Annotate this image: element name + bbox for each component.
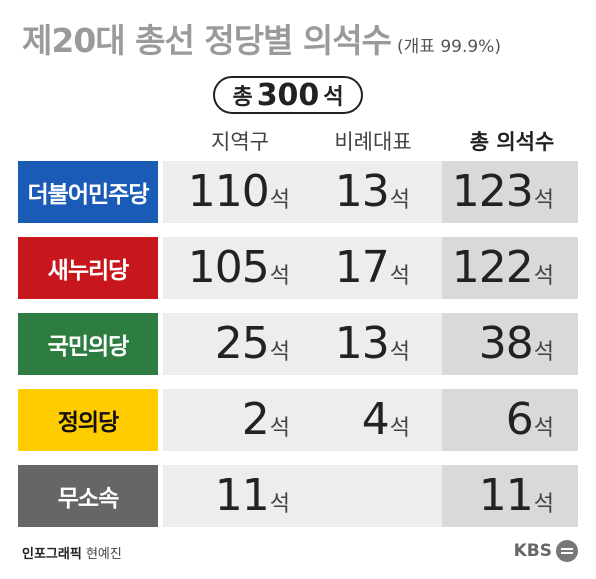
brand-logo: KBS (514, 540, 578, 562)
seat-value: 17 (334, 242, 390, 293)
seat-unit: 석 (269, 340, 290, 365)
total-seats: 123 석 (452, 161, 554, 223)
seat-value: 122 (451, 242, 534, 293)
proportional-seats: 17 석 (335, 237, 410, 299)
title-text: 제20대 총선 정당별 의석수 (22, 21, 392, 60)
table-row: 더불어민주당 110 석 13 석 123 석 (18, 161, 578, 223)
seat-value: 6 (505, 394, 534, 445)
seat-value: 11 (214, 470, 270, 521)
district-seats: 110 석 (188, 161, 290, 223)
total-unit: 석 (323, 85, 344, 110)
seat-unit: 석 (533, 264, 554, 289)
party-label: 새누리당 (18, 237, 158, 299)
seat-unit: 석 (389, 188, 410, 213)
seat-unit: 석 (269, 264, 290, 289)
total-label: 총 (232, 85, 253, 110)
credit: 인포그래픽 현예진 (22, 543, 122, 562)
total-column-background (442, 313, 578, 375)
party-label: 국민의당 (18, 313, 158, 375)
subtitle: (개표 99.9%) (397, 37, 501, 57)
seat-unit: 석 (389, 340, 410, 365)
credit-label: 인포그래픽 (22, 547, 82, 562)
proportional-seats: 13 석 (335, 161, 410, 223)
total-seats-badge: 총 300 석 (213, 76, 363, 114)
seat-unit: 석 (269, 416, 290, 441)
seat-value: 4 (361, 394, 390, 445)
brand-text: KBS (513, 541, 552, 561)
table-row: 정의당 2 석 4 석 6 석 (18, 389, 578, 451)
table-row: 국민의당 25 석 13 석 38 석 (18, 313, 578, 375)
total-column-background (442, 161, 578, 223)
column-header-district: 지역구 (211, 130, 269, 154)
seat-unit: 석 (389, 264, 410, 289)
seat-value: 123 (451, 166, 534, 217)
party-label: 더불어민주당 (18, 161, 158, 223)
seat-unit: 석 (389, 416, 410, 441)
total-column-background (442, 465, 578, 527)
chart-title: 제20대 총선 정당별 의석수 (개표 99.9%) (22, 14, 501, 62)
total-seats: 11 석 (479, 465, 554, 527)
total-column-background (442, 237, 578, 299)
proportional-seats: 13 석 (335, 313, 410, 375)
seat-value: 105 (187, 242, 270, 293)
seat-value: 2 (241, 394, 270, 445)
seat-unit: 석 (533, 416, 554, 441)
total-seats: 122 석 (452, 237, 554, 299)
seat-unit: 석 (533, 492, 554, 517)
total-column-background (442, 389, 578, 451)
seat-value: 13 (334, 166, 390, 217)
total-value: 300 (256, 77, 320, 113)
seat-value: 38 (478, 318, 534, 369)
district-seats: 11 석 (215, 465, 290, 527)
column-header-proportional: 비례대표 (334, 130, 412, 154)
seat-value: 13 (334, 318, 390, 369)
credit-name: 현예진 (85, 547, 122, 562)
kbs-logo-icon (556, 540, 578, 562)
district-seats: 105 석 (188, 237, 290, 299)
total-seats: 38 석 (479, 313, 554, 375)
seat-unit: 석 (269, 492, 290, 517)
seat-value: 25 (214, 318, 270, 369)
seat-unit: 석 (533, 188, 554, 213)
column-header-total: 총 의석수 (469, 130, 555, 154)
party-label: 정의당 (18, 389, 158, 451)
party-label: 무소속 (18, 465, 158, 527)
district-seats: 25 석 (215, 313, 290, 375)
table-row: 무소속 11 석 11 석 (18, 465, 578, 527)
seat-unit: 석 (269, 188, 290, 213)
seat-unit: 석 (533, 340, 554, 365)
table-row: 새누리당 105 석 17 석 122 석 (18, 237, 578, 299)
seat-value: 11 (478, 470, 534, 521)
seat-value: 110 (187, 166, 270, 217)
